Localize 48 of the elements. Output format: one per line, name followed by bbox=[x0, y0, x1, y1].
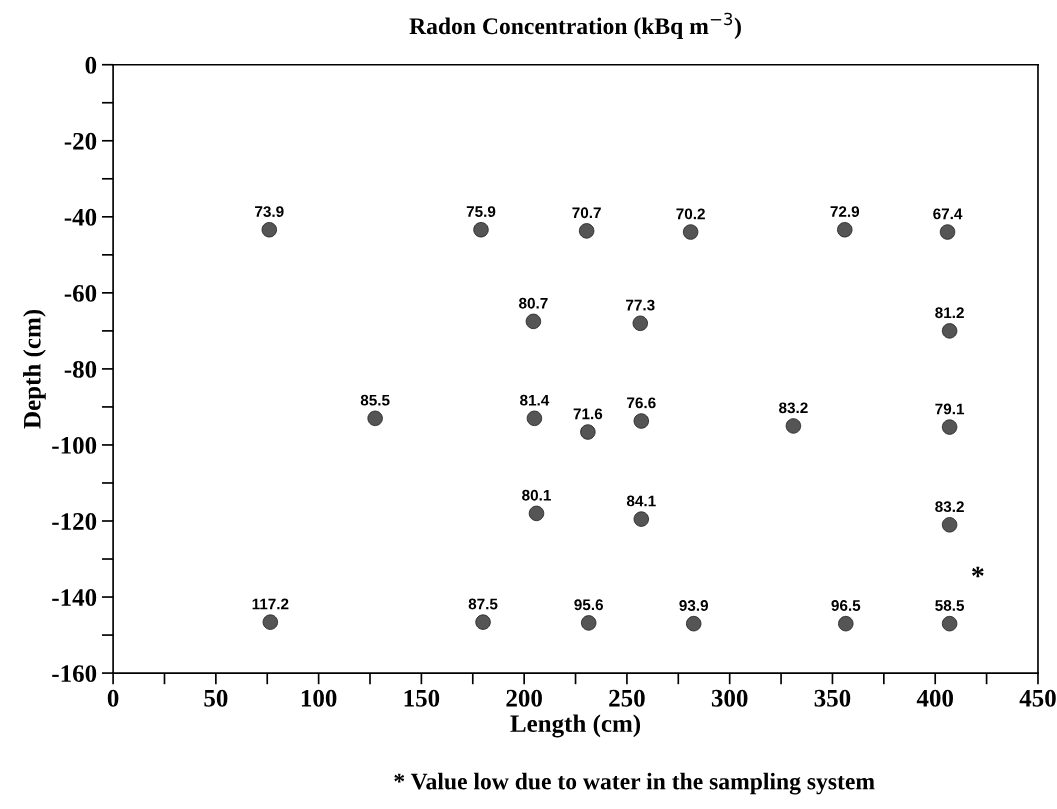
annotation: 81.4 bbox=[520, 394, 550, 406]
y-axis-title: Depth (cm) bbox=[23, 309, 46, 429]
x-tick-label: 100 bbox=[301, 689, 337, 707]
x-tick-label: 300 bbox=[711, 689, 748, 707]
annotation: 96.5 bbox=[831, 600, 861, 611]
y-tick-label: -100 bbox=[52, 437, 97, 454]
x-tick-label: 50 bbox=[204, 689, 228, 707]
annotation: 73.9 bbox=[255, 206, 284, 218]
annotation: 83.2 bbox=[779, 402, 808, 414]
annotation: 77.3 bbox=[626, 299, 655, 311]
annotation: 93.9 bbox=[679, 600, 709, 611]
chart-title: Radon Concentration (kBq m$^{−3}$) bbox=[409, 12, 741, 40]
x-tick-label: 450 bbox=[1019, 689, 1056, 707]
annotation: 76.6 bbox=[627, 397, 656, 409]
annotation: 81.2 bbox=[935, 307, 964, 319]
x-tick-label: 350 bbox=[814, 689, 851, 707]
y-tick-label: 0 bbox=[85, 56, 97, 74]
annotation: * bbox=[972, 566, 984, 578]
annotation: 85.5 bbox=[360, 394, 390, 406]
annotation: 80.7 bbox=[519, 297, 548, 309]
annotation: 84.1 bbox=[626, 495, 656, 507]
annotation: 95.6 bbox=[574, 599, 604, 611]
y-tick-label: -80 bbox=[64, 360, 97, 378]
y-tick-label: -60 bbox=[64, 284, 97, 302]
annotation: 67.4 bbox=[933, 208, 963, 220]
y-tick-label: -120 bbox=[52, 513, 97, 530]
annotation: 72.9 bbox=[830, 206, 860, 217]
x-tick-label: 200 bbox=[506, 689, 542, 707]
y-tick-label: -140 bbox=[52, 589, 97, 606]
annotation: 117.2 bbox=[252, 598, 289, 610]
annotation: 79.1 bbox=[935, 403, 965, 415]
y-tick-label: -20 bbox=[64, 132, 97, 150]
annotation: 70.2 bbox=[676, 208, 705, 220]
y-tick-label: -160 bbox=[52, 665, 97, 683]
annotation: 83.2 bbox=[935, 501, 964, 513]
annotation: 75.9 bbox=[466, 206, 496, 217]
x-tick-label: 0 bbox=[107, 689, 119, 707]
annotation: 87.5 bbox=[468, 598, 498, 610]
annotation: 70.7 bbox=[572, 207, 601, 219]
annotation: 58.5 bbox=[935, 600, 965, 611]
annotation: 80.1 bbox=[522, 489, 551, 501]
x-axis-title: Length (cm) bbox=[510, 714, 641, 738]
x-tick-label: 250 bbox=[609, 689, 645, 707]
x-tick-label: 150 bbox=[404, 689, 440, 707]
y-tick-label: -40 bbox=[64, 208, 97, 226]
text: * Value low due to water in the sampling system bbox=[394, 772, 875, 795]
x-tick-label: 400 bbox=[916, 689, 954, 707]
annotation: 71.6 bbox=[573, 408, 603, 420]
